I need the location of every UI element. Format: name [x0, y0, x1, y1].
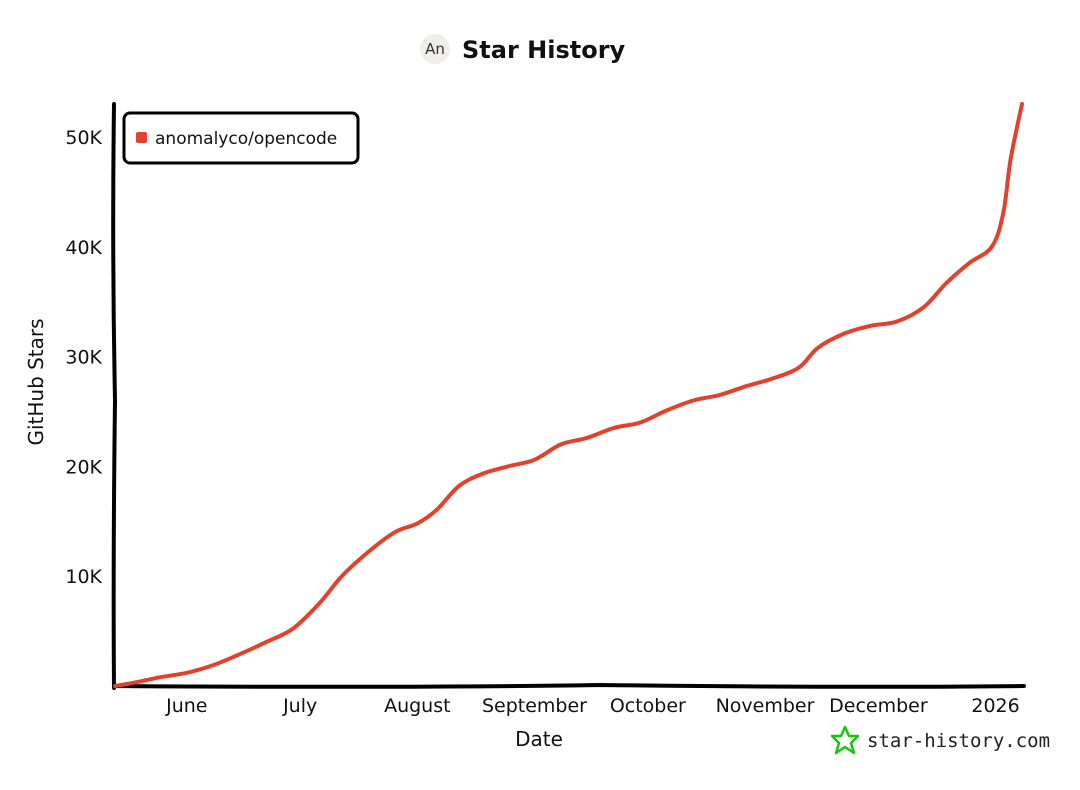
y-tick-labels: 10K 20K 30K 40K 50K [65, 127, 102, 588]
series-line-anomalyco-opencode [113, 102, 1024, 688]
y-tick-label: 10K [65, 566, 102, 588]
y-tick-label: 20K [65, 456, 102, 478]
star-outline-icon [830, 725, 860, 755]
x-tick-label: August [384, 695, 451, 717]
chart-title: Star History [462, 36, 626, 64]
credit-text: star-history.com [867, 730, 1050, 752]
y-tick-label: 50K [65, 127, 102, 149]
x-tick-labels: June July August September October November De… [165, 695, 1020, 717]
y-tick-label: 30K [65, 347, 102, 369]
x-tick-label: 2026 [971, 695, 1019, 717]
legend-label: anomalyco/opencode [155, 129, 337, 149]
repo-avatar [420, 34, 450, 64]
y-axis-label: GitHub Stars [24, 318, 48, 445]
legend-swatch [136, 132, 147, 143]
chart-legend: anomalyco/opencode [122, 111, 360, 165]
x-axis-line [112, 682, 1026, 689]
repo-avatar-initials: An [425, 40, 445, 58]
x-tick-label: June [165, 695, 207, 717]
x-tick-label: November [716, 695, 815, 717]
x-tick-label: October [610, 695, 686, 717]
legend-box [122, 111, 360, 165]
x-axis-label: Date [515, 727, 563, 751]
y-tick-label: 40K [65, 237, 102, 259]
credit: star-history.com [830, 725, 1050, 755]
y-axis-line [111, 102, 118, 690]
chart-header: An Star History [420, 34, 626, 64]
x-tick-label: December [829, 695, 928, 717]
x-tick-label: September [482, 695, 587, 717]
chart-axes [111, 102, 1026, 690]
x-tick-label: July [282, 695, 317, 717]
